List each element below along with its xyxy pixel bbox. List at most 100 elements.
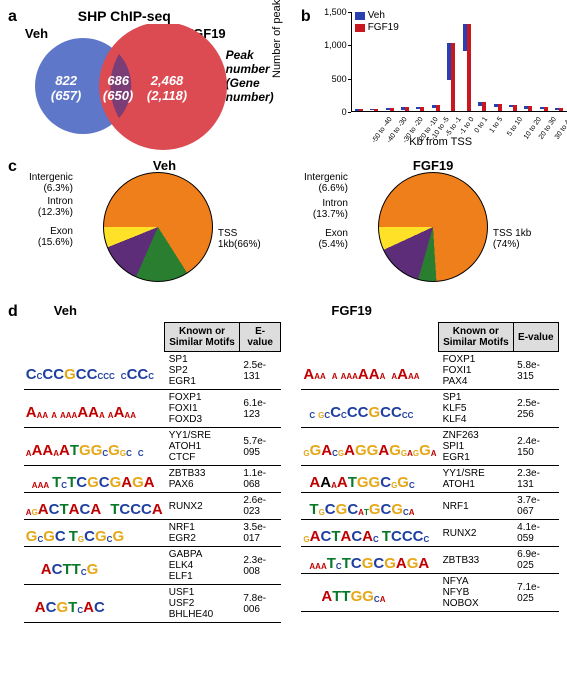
motif-evalue: 6.9e-025 [513, 547, 558, 574]
motif-row: CCCCGCCCCCCCCCSP1 SP2 EGR12.5e-131 [24, 352, 281, 390]
motif-tfs: FOXP1 FOXI1 PAX4 [439, 352, 514, 390]
motif-logo: CCCCGCCCCCCCCC [24, 352, 165, 390]
bar-chart: Number of peaks Kb from TSS Veh FGF19 05… [311, 8, 567, 148]
bar-fgf [451, 43, 455, 111]
bar-pair [447, 43, 455, 111]
venn-title: SHP ChIP-seq [23, 8, 226, 24]
motif-logo: AAATCTCGCGAGA [24, 466, 165, 493]
figure: a SHP ChIP-seq Veh FGF19 822 (657) 686 (… [0, 0, 567, 641]
motif-tfs: ZBTB33 PAX6 [165, 466, 240, 493]
motif-logo: GCGCTGCGCG [24, 520, 165, 547]
motif-row: CGCCCCCGCCCCSP1 KLF5 KLF42.5e-256 [301, 390, 558, 428]
bar-pair [386, 108, 394, 111]
motif-evalue: 5.8e-315 [513, 352, 558, 390]
motif-logo: GGACGAGGAGGAGGA [301, 428, 438, 466]
motif-col-veh: Veh Known or Similar Motifs E-value CCCC… [24, 303, 282, 623]
bar-fgf [559, 108, 563, 111]
motif-evalue: 3.5e-017 [239, 520, 281, 547]
bar-fgf [482, 102, 486, 111]
motif-row: GGACGAGGAGGAGGAZNF263 SPI1 EGR12.4e-150 [301, 428, 558, 466]
pie-fgf: FGF19 Intergenic (6.6%) Intron (13.7%) E… [308, 158, 553, 293]
motif-row: ATTGGCANFYA NFYB NOBOX7.1e-025 [301, 574, 558, 612]
bar-plot-area [351, 12, 567, 112]
bar-pair [494, 104, 502, 111]
motif-table-veh: Known or Similar Motifs E-value CCCCGCCC… [24, 322, 282, 623]
bar-pair [478, 102, 486, 111]
motif-evalue: 5.7e-095 [239, 428, 281, 466]
bar-pair [555, 108, 563, 111]
motif-tfs: USF1 USF2 BHLHE40 [165, 585, 240, 623]
motif-evalue: 3.7e-067 [513, 493, 558, 520]
motif-fgf-title: FGF19 [301, 303, 559, 318]
label-c: c [8, 158, 17, 176]
venn-veh-count: 822 (657) [51, 74, 81, 104]
motif-tfs: NFYA NFYB NOBOX [439, 574, 514, 612]
motif-evalue: 2.4e-150 [513, 428, 558, 466]
motif-logo: ACTTCG [24, 547, 165, 585]
pie-veh-tss: TSS 1kb(66%) [218, 228, 268, 250]
bar-fgf [544, 107, 548, 111]
motif-evalue: 2.3e-008 [239, 547, 281, 585]
row-ab: a SHP ChIP-seq Veh FGF19 822 (657) 686 (… [8, 8, 559, 158]
motif-logo: AGACTACATCCCA [24, 493, 165, 520]
bar-pair [463, 24, 471, 111]
bar-pair [416, 107, 424, 111]
bar-fgf [528, 106, 532, 111]
label-d: d [8, 303, 18, 321]
col-eval: E-value [513, 323, 558, 352]
panel-c: c Veh Intergenic (6.3%) Intron (12.3%) E… [8, 158, 559, 293]
pie-veh-exon: Exon (15.6%) [23, 226, 73, 248]
motif-evalue: 7.1e-025 [513, 574, 558, 612]
motif-tfs: ZBTB33 [439, 547, 514, 574]
motif-tfs: FOXP1 FOXI1 FOXD3 [165, 390, 240, 428]
label-a: a [8, 8, 17, 26]
bar-pair [355, 109, 363, 111]
motif-logo: AAAAAAAAAAAAAA [24, 390, 165, 428]
motif-logo: GACTACACTCCCC [301, 520, 438, 547]
bar-fgf [359, 109, 363, 111]
motif-evalue: 2.6e-023 [239, 493, 281, 520]
pie-charts: Veh Intergenic (6.3%) Intron (12.3%) Exo… [23, 158, 553, 293]
motif-tfs: NRF1 [439, 493, 514, 520]
motif-tables: Veh Known or Similar Motifs E-value CCCC… [24, 303, 559, 623]
col-motif: Known or Similar Motifs [165, 323, 240, 352]
pie-fgf-exon: Exon (5.4%) [308, 228, 348, 250]
motif-tfs: NRF1 EGR2 [165, 520, 240, 547]
motif-tfs: ZNF263 SPI1 EGR1 [439, 428, 514, 466]
motif-row: GCGCTGCGCGNRF1 EGR23.5e-017 [24, 520, 281, 547]
motif-row: AAAAAAAAAAAAAAFOXP1 FOXI1 PAX45.8e-315 [301, 352, 558, 390]
bar-pair [401, 107, 409, 111]
bar-pair [540, 107, 548, 111]
motif-logo: CGCCCCCGCCCC [301, 390, 438, 428]
motif-logo: TGCGCATGCGCA [301, 493, 438, 520]
bar-fgf [374, 109, 378, 111]
motif-table-fgf: Known or Similar Motifs E-value AAAAAAAA… [301, 322, 559, 612]
motif-tfs: YY1/SRE ATOH1 CTCF [165, 428, 240, 466]
bar-fgf [513, 105, 517, 111]
bar-fgf [420, 107, 424, 111]
pie-veh-intergenic: Intergenic (6.3%) [23, 172, 73, 194]
motif-row: TGCGCATGCGCANRF13.7e-067 [301, 493, 558, 520]
pie-veh-chart [103, 172, 213, 282]
motif-evalue: 2.5e-131 [239, 352, 281, 390]
motif-logo: AAAATGGCGGC [301, 466, 438, 493]
motif-row: AAATCTCGCGAGAZBTB33 PAX61.1e-068 [24, 466, 281, 493]
bar-pair [370, 109, 378, 111]
motif-evalue: 1.1e-068 [239, 466, 281, 493]
label-b: b [301, 8, 311, 26]
bar-pair [509, 105, 517, 111]
panel-b: b Number of peaks Kb from TSS Veh FGF19 … [301, 8, 567, 148]
motif-evalue: 7.8e-006 [239, 585, 281, 623]
panel-a: a SHP ChIP-seq Veh FGF19 822 (657) 686 (… [8, 8, 301, 148]
pie-fgf-chart [378, 172, 488, 282]
bar-fgf [498, 104, 502, 111]
motif-row: AGACTACATCCCARUNX22.6e-023 [24, 493, 281, 520]
motif-logo: AAAAAAAAAAAAAA [301, 352, 438, 390]
motif-tfs: YY1/SRE ATOH1 [439, 466, 514, 493]
motif-tfs: GABPA ELK4 ELF1 [165, 547, 240, 585]
col-motif: Known or Similar Motifs [439, 323, 514, 352]
motif-row: GACTACACTCCCCRUNX24.1e-059 [301, 520, 558, 547]
motif-row: AAAATGGCGGCYY1/SRE ATOH12.3e-131 [301, 466, 558, 493]
venn-fgf-count: 2,468 (2,118) [147, 74, 187, 104]
pie-fgf-intergenic: Intergenic (6.6%) [304, 172, 348, 194]
